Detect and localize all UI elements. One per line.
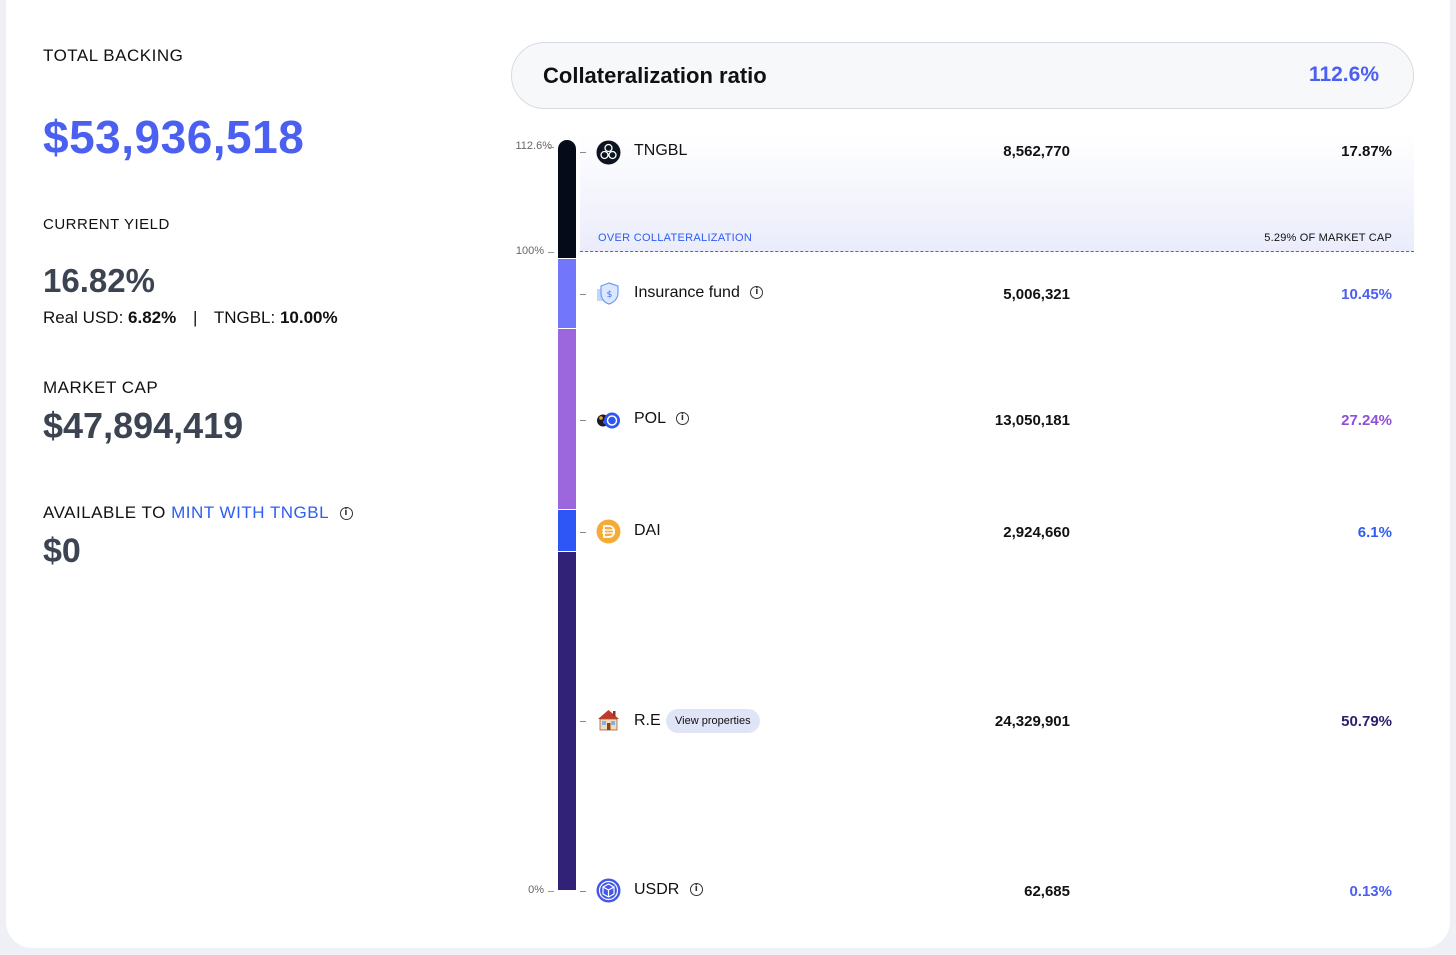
tngbl-icon: [596, 140, 621, 165]
info-icon[interactable]: i: [750, 286, 764, 300]
over-collateralization-band: [580, 134, 1414, 252]
row-value-re: 24,329,901: [994, 713, 1070, 730]
axis-top-label: 112.6%: [515, 140, 553, 152]
shield-dollar-icon: $: [597, 282, 619, 305]
real-usd-label: Real USD:: [43, 308, 124, 327]
dai-icon: [596, 519, 621, 544]
row-pct-dai: 6.1%: [1357, 524, 1392, 541]
tngbl-yield-value: 10.00%: [279, 308, 338, 327]
row-pct-usdr: 0.13%: [1349, 883, 1392, 900]
row-tick: [580, 294, 586, 295]
axis-mid-label: 100%: [515, 245, 544, 257]
info-icon[interactable]: i: [675, 412, 689, 426]
real-usd-value: 6.82%: [128, 308, 177, 327]
total-backing-value: $53,936,518: [43, 111, 305, 163]
row-name-pol: POL i: [634, 410, 689, 428]
row-pct-re: 50.79%: [1341, 713, 1392, 730]
available-value: $0: [43, 532, 81, 570]
row-name-tngbl: TNGBL: [634, 142, 688, 159]
axis-tick: [548, 252, 554, 253]
available-label: AVAILABLE TO: [43, 503, 166, 522]
available-to-mint-label: AVAILABLE TO MINT WITH TNGBL i: [43, 503, 353, 523]
over-collateralization-line: [580, 251, 1414, 252]
row-name-insurance: Insurance fund i: [634, 284, 764, 302]
market-cap-value: $47,894,419: [43, 405, 244, 446]
bar-segment-tngbl: [558, 140, 576, 258]
insurance-fund-label: Insurance fund: [634, 284, 740, 301]
row-tick: [580, 891, 586, 892]
house-icon: [598, 710, 619, 731]
collateralization-ratio-bar: Collateralization ratio 112.6%: [511, 42, 1414, 109]
total-backing-label: TOTAL BACKING: [43, 46, 184, 65]
tngbl-yield-label: TNGBL:: [213, 308, 276, 327]
pol-icon: [597, 412, 620, 429]
row-value-tngbl: 8,562,770: [1003, 143, 1070, 160]
view-properties-button[interactable]: View properties: [666, 709, 760, 733]
axis-tick: [548, 891, 554, 892]
row-value-dai: 2,924,660: [1003, 524, 1070, 541]
bar-segment-re: [558, 552, 576, 890]
over-market-cap-label: 5.29% OF MARKET CAP: [1264, 232, 1392, 244]
bar-segment-pol: [558, 329, 576, 509]
info-icon[interactable]: i: [339, 507, 353, 521]
row-tick: [580, 152, 586, 153]
axis-tick: [548, 147, 554, 148]
row-pct-pol: 27.24%: [1341, 412, 1392, 429]
axis-bottom-label: 0%: [528, 884, 544, 896]
usdr-label: USDR: [634, 881, 680, 898]
svg-text:$: $: [607, 290, 613, 300]
row-value-usdr: 62,685: [1024, 883, 1070, 900]
row-value-insurance: 5,006,321: [1003, 286, 1070, 303]
over-collateralization-label: OVER COLLATERALIZATION: [598, 232, 753, 244]
market-cap-label: MARKET CAP: [43, 378, 159, 397]
usdr-icon: [596, 878, 621, 903]
bar-segment-dai: [558, 510, 576, 551]
row-pct-insurance: 10.45%: [1341, 286, 1392, 303]
row-tick: [580, 420, 586, 421]
row-name-usdr: USDR i: [634, 881, 703, 899]
row-tick: [580, 721, 586, 722]
yield-separator: |: [192, 308, 198, 327]
bar-segment-insurance: [558, 259, 576, 328]
row-name-re: R.E: [634, 712, 661, 729]
mint-with-tngbl-link[interactable]: MINT WITH TNGBL: [171, 503, 329, 522]
row-value-pol: 13,050,181: [994, 412, 1070, 429]
ratio-value: 112.6%: [1308, 63, 1379, 86]
ratio-title: Collateralization ratio: [543, 63, 767, 88]
row-pct-tngbl: 17.87%: [1341, 143, 1392, 160]
yield-breakdown: Real USD: 6.82% | TNGBL: 10.00%: [43, 308, 338, 328]
pol-label: POL: [634, 410, 666, 427]
current-yield-value: 16.82%: [43, 262, 155, 299]
row-tick: [580, 532, 586, 533]
row-name-dai: DAI: [634, 522, 661, 539]
info-icon[interactable]: i: [689, 883, 703, 897]
current-yield-label: CURRENT YIELD: [43, 216, 170, 233]
